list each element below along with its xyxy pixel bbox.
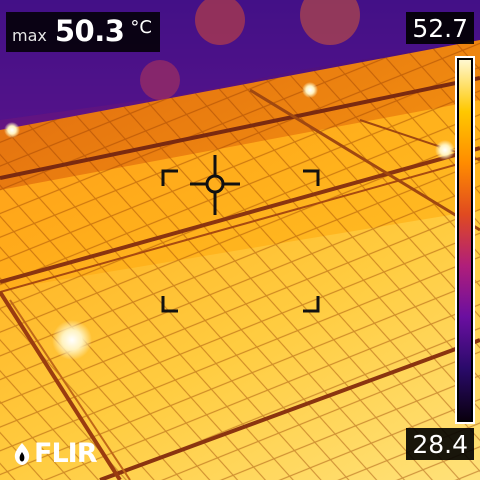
scale-min-value: 28.4 <box>406 428 474 460</box>
max-label: max <box>12 26 47 45</box>
max-value: 50.3 <box>54 14 125 48</box>
brand-logo: FLIR <box>12 438 97 469</box>
color-scale-gradient <box>459 60 471 420</box>
crosshair-icon <box>161 155 320 313</box>
scale-max-value: 52.7 <box>406 12 474 44</box>
flir-flame-icon <box>14 442 30 465</box>
brand-name: FLIR <box>34 438 97 469</box>
temperature-unit: °C <box>130 17 152 38</box>
color-scale-bar <box>455 56 475 424</box>
max-temperature-readout: max 50.3 °C <box>6 12 160 52</box>
